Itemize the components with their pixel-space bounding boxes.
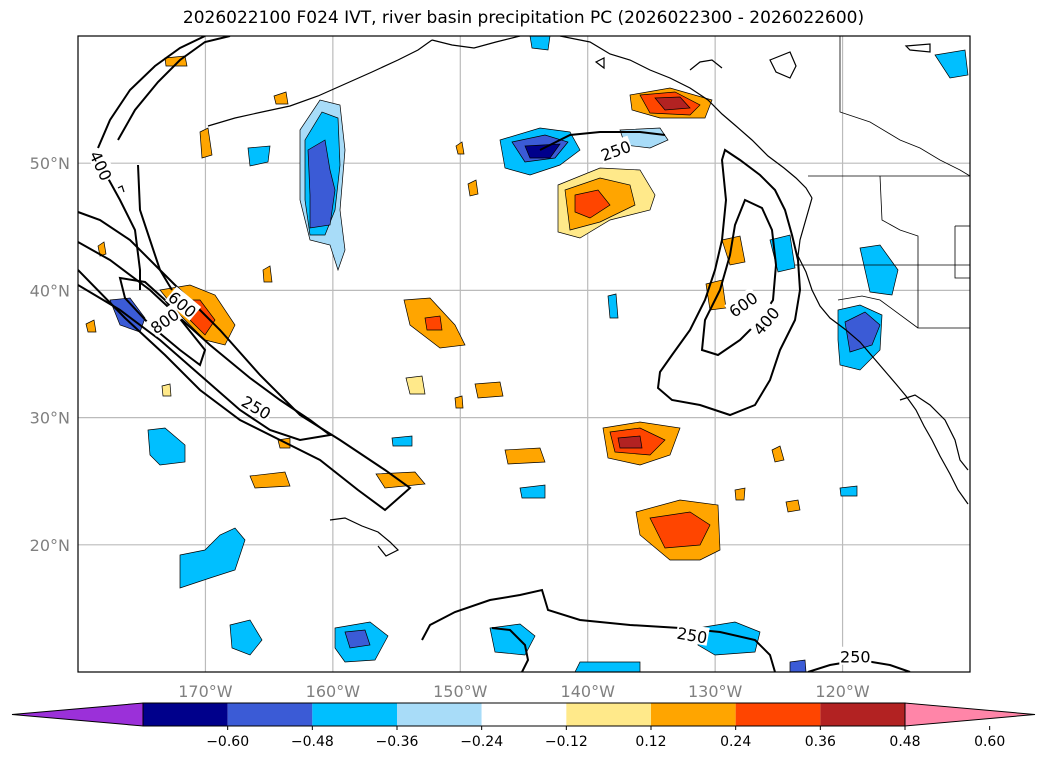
lon-tick-label: 120°W (815, 682, 870, 701)
colorbar-tick-label: −0.60 (206, 734, 249, 750)
colorbar-tick-label: −0.48 (291, 734, 334, 750)
lon-tick-label: 130°W (688, 682, 743, 701)
colorbar-segment (312, 703, 397, 726)
colorbar: −0.60 −0.48 −0.36 −0.24 −0.12 0.12 0.24 0.36 0.4… (11, 702, 1036, 750)
contour-label-bg (724, 287, 761, 321)
contour-label-bg (238, 390, 276, 423)
colorbar-segment (143, 703, 228, 726)
contour-label-bg (675, 622, 710, 646)
ivt-contour-label: 250 (675, 624, 708, 648)
political-borders (795, 36, 970, 329)
contour-label-bg (748, 302, 783, 339)
contour-label-bg (597, 135, 634, 164)
ivt-contour-label: 600 (726, 288, 762, 321)
ivt-contour-label: 250 (238, 392, 274, 424)
lat-tick-label: 50°N (30, 154, 70, 173)
map-frame (77, 35, 971, 673)
colorbar-tick-label: −0.12 (545, 734, 588, 750)
colorbar-segment (566, 703, 651, 726)
colorbar-tick-label: 0.48 (889, 734, 920, 750)
colorbar-segment (397, 703, 482, 726)
colorbar-extend-high (904, 702, 1036, 727)
coastlines (117, 36, 969, 557)
lon-tick-label: 150°W (433, 682, 488, 701)
longitude-labels: 170°W 160°W 150°W 140°W 130°W 120°W (178, 682, 870, 701)
lon-tick-label: 160°W (306, 682, 361, 701)
positive-anomaly-areas (85, 55, 801, 561)
colorbar-segment (820, 703, 905, 726)
ivt-contour-label: 400 (749, 303, 783, 339)
lon-tick-label: 170°W (178, 682, 233, 701)
colorbar-extend-low (11, 702, 144, 727)
lon-tick-label: 140°W (561, 682, 616, 701)
latitude-labels: 20°N 30°N 40°N 50°N (30, 154, 70, 555)
colorbar-segment (481, 703, 567, 726)
colorbar-tick-label: 0.12 (635, 734, 666, 750)
negative-anomaly-areas (109, 36, 969, 672)
lat-tick-label: 30°N (30, 409, 70, 428)
colorbar-tick-label: −0.36 (376, 734, 419, 750)
lat-tick-label: 40°N (30, 281, 70, 300)
colorbar-tick-label: 0.24 (720, 734, 751, 750)
contour-label-bg (145, 303, 183, 337)
contour-label-bg (839, 646, 872, 665)
contour-label-bg (86, 147, 117, 184)
colorbar-segment (651, 703, 736, 726)
colorbar-segment (227, 703, 313, 726)
colorbar-tick-label: 0.60 (974, 734, 1005, 750)
ivt-contour-label: 250 (840, 648, 871, 667)
precipitation-shading (85, 36, 969, 672)
colorbar-segment (735, 703, 821, 726)
colorbar-outline (142, 702, 906, 727)
ivt-contour-label: 250 (598, 137, 633, 165)
colorbar-tick-label: 0.36 (805, 734, 836, 750)
contour-label-bg (165, 286, 202, 321)
ivt-contours (78, 36, 911, 672)
lat-tick-label: 20°N (30, 536, 70, 555)
colorbar-tick-label: −0.24 (460, 734, 503, 750)
map-title: 2026022100 F024 IVT, river basin precipi… (182, 8, 865, 28)
